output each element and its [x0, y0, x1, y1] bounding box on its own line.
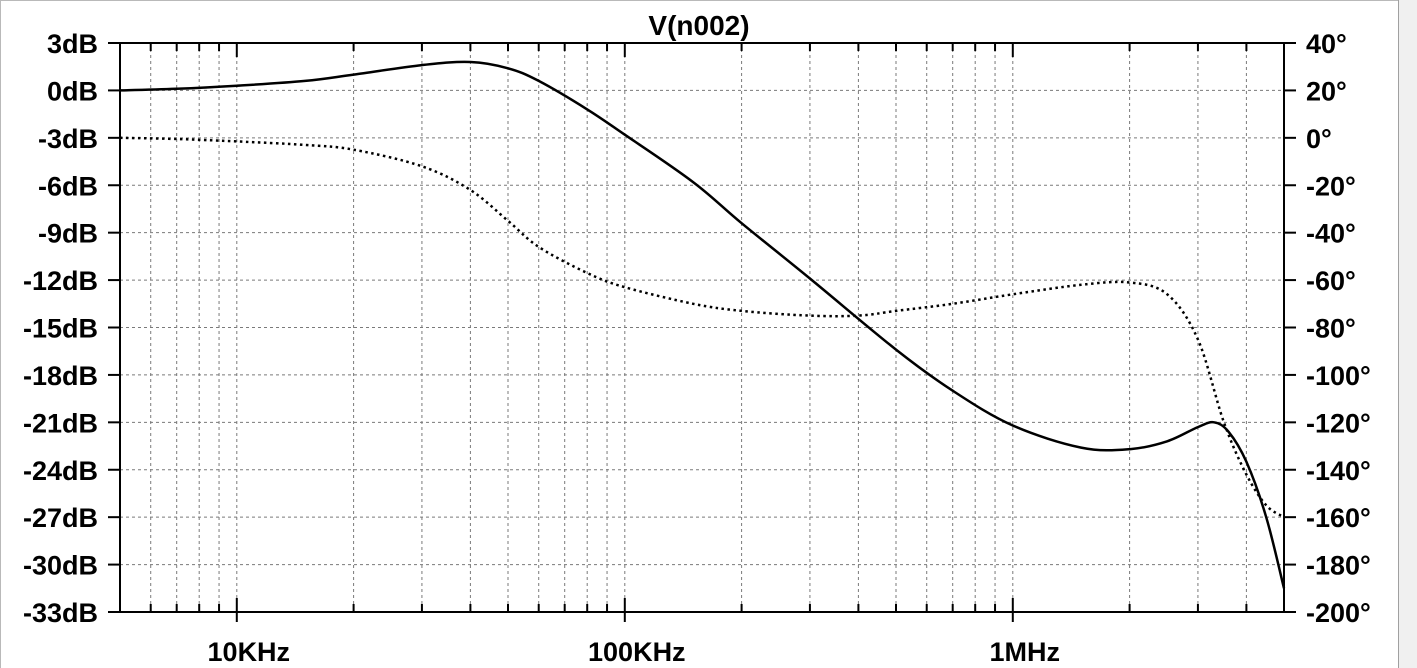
y-right-tick-label: -100°: [1306, 361, 1371, 391]
y-right-tick-label: -120°: [1306, 408, 1371, 438]
phase-curve: [119, 136, 1285, 519]
magnitude-curve: [119, 60, 1286, 589]
y-right-tick-label: -40°: [1306, 219, 1356, 249]
y-right-tick-label: 0°: [1306, 124, 1332, 154]
y-right-tick-label: -20°: [1306, 171, 1356, 201]
chart-title: V(n002): [648, 10, 749, 41]
plot-series: [119, 60, 1286, 589]
y-left-tick-label: -30dB: [23, 551, 98, 581]
y-right-tick-label: 40°: [1306, 29, 1347, 59]
window-scroll-edge[interactable]: [1398, 0, 1417, 668]
y-right-tick-label: -140°: [1306, 456, 1371, 486]
y-left-tick-label: -3dB: [38, 124, 98, 154]
y-left-tick-label: -9dB: [38, 219, 98, 249]
y-left-tick-label: -18dB: [23, 361, 98, 391]
x-tick-label: 1MHz: [990, 637, 1061, 667]
y-right-tick-label: -60°: [1306, 266, 1356, 296]
y-right-tick-label: -180°: [1306, 551, 1371, 581]
y-left-tick-label: -6dB: [38, 171, 98, 201]
y-left-tick-label: -33dB: [23, 598, 98, 628]
y-right-tick-label: -160°: [1306, 503, 1371, 533]
grid-lines: [120, 43, 1284, 612]
y-right-tick-label: -200°: [1306, 598, 1371, 628]
y-left-tick-label: -24dB: [23, 456, 98, 486]
y-left-tick-label: 0dB: [47, 76, 98, 106]
y-right-tick-label: 20°: [1306, 76, 1347, 106]
y-left-tick-label: -15dB: [23, 314, 98, 344]
x-tick-label: 10KHz: [208, 637, 291, 667]
y-left-tick-label: -27dB: [23, 503, 98, 533]
y-left-tick-label: -21dB: [23, 408, 98, 438]
axes: 3dB 0dB -3dB -6dB -9dB -12dB -15dB -18dB -21dB -2…: [23, 29, 1371, 667]
y-left-tick-label: -12dB: [23, 266, 98, 296]
y-right-tick-label: -80°: [1306, 314, 1356, 344]
x-tick-label: 100KHz: [588, 637, 686, 667]
y-left-tick-label: 3dB: [47, 29, 98, 59]
